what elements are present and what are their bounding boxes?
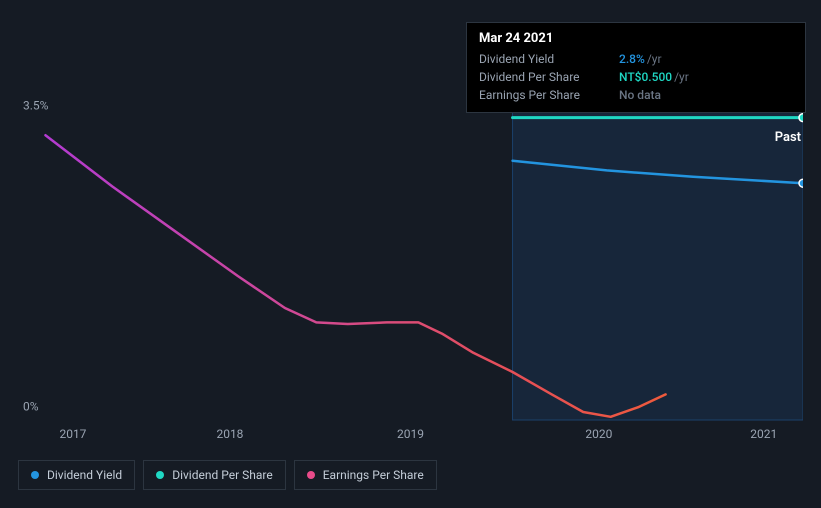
legend-item[interactable]: Dividend Yield [18, 460, 135, 490]
tooltip-date: Mar 24 2021 [479, 31, 793, 46]
svg-text:2020: 2020 [585, 427, 612, 441]
svg-text:0%: 0% [23, 399, 39, 413]
hover-tooltip: Mar 24 2021 Dividend Yield2.8%/yrDividen… [466, 22, 806, 113]
tooltip-label: Dividend Per Share [479, 68, 619, 86]
legend-label: Dividend Per Share [172, 468, 273, 482]
legend-dot-icon [31, 471, 39, 479]
tooltip-row: Dividend Yield2.8%/yr [479, 50, 793, 68]
svg-text:3.5%: 3.5% [23, 99, 49, 113]
past-label: Past [775, 130, 801, 145]
legend-item[interactable]: Dividend Per Share [143, 460, 286, 490]
svg-text:2017: 2017 [59, 427, 86, 441]
legend-item[interactable]: Earnings Per Share [294, 460, 437, 490]
tooltip-value: NT$0.500 [619, 68, 672, 86]
tooltip-unit: /yr [674, 68, 689, 86]
tooltip-value: No data [619, 86, 661, 104]
svg-text:2018: 2018 [216, 427, 243, 441]
svg-text:2019: 2019 [397, 427, 424, 441]
svg-text:2021: 2021 [750, 427, 777, 441]
tooltip-label: Dividend Yield [479, 50, 619, 68]
tooltip-unit: /yr [647, 50, 662, 68]
tooltip-row: Dividend Per ShareNT$0.500/yr [479, 68, 793, 86]
tooltip-value: 2.8% [619, 50, 645, 68]
legend-dot-icon [156, 471, 164, 479]
legend: Dividend Yield Dividend Per Share Earnings… [18, 460, 437, 490]
legend-dot-icon [307, 471, 315, 479]
tooltip-label: Earnings Per Share [479, 86, 619, 104]
legend-label: Dividend Yield [47, 468, 122, 482]
tooltip-row: Earnings Per ShareNo data [479, 86, 793, 104]
legend-label: Earnings Per Share [323, 468, 424, 482]
